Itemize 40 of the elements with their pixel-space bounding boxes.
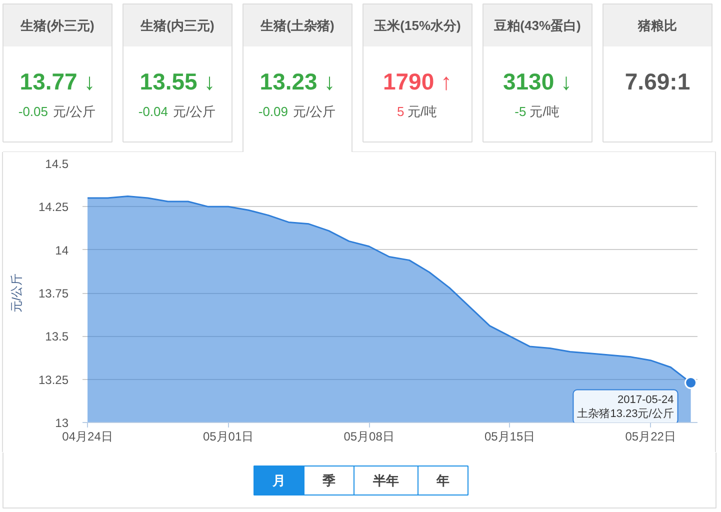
x-tick-label: 05月01日 — [202, 430, 254, 444]
y-tick-label: 13.5 — [45, 330, 69, 344]
text: 13.55 ↓ — [140, 68, 216, 94]
text: 生猪(外三元) — [20, 18, 94, 33]
text: 玉米(15%水分) — [373, 18, 461, 33]
x-tick-label: 05月08日 — [344, 430, 394, 444]
text: 豆粕(43%蛋白) — [493, 18, 581, 33]
text: 元/公斤 — [52, 104, 96, 119]
text: 元/公斤 — [172, 104, 216, 119]
text: -0.09 — [258, 104, 288, 119]
text: 猪粮比 — [637, 18, 677, 33]
text: -0.04 — [138, 104, 168, 119]
text: 5 — [396, 104, 404, 119]
y-tick-label: 13.75 — [38, 286, 69, 300]
text: 年 — [436, 473, 450, 488]
text: 月 — [272, 473, 286, 488]
y-tick-label: 13.25 — [38, 372, 69, 387]
text: 季 — [322, 473, 336, 488]
text: 13.77 ↓ — [20, 68, 96, 94]
x-tick-label: 04月24日 — [62, 430, 113, 444]
text: 3130 ↓ — [502, 68, 572, 94]
x-tick-label: 05月22日 — [625, 430, 676, 444]
x-tick-label: 05月15日 — [484, 430, 536, 444]
text: 元/公斤 — [292, 104, 336, 119]
text: 元/吨 — [530, 104, 560, 119]
text: 1790 ↑ — [382, 68, 452, 94]
y-axis-title: 元/公斤 — [9, 273, 24, 313]
text: 7.69:1 — [624, 68, 690, 94]
text: 生猪(内三元) — [140, 18, 214, 33]
y-tick-label: 13 — [55, 416, 69, 430]
text: 生猪(土杂猪) — [260, 18, 334, 33]
text: -5 — [514, 104, 526, 119]
annotation: 2017-05-24 土杂猪13.23元/公斤 — [577, 394, 674, 420]
text: 元/吨 — [407, 104, 437, 119]
y-tick-label: 14.25 — [38, 200, 69, 214]
text: -0.05 — [18, 104, 48, 119]
y-tick-label: 14.5 — [45, 157, 69, 171]
text: 半年 — [372, 473, 399, 488]
text: 13.23 ↓ — [260, 68, 336, 94]
y-tick-label: 14 — [55, 243, 69, 258]
